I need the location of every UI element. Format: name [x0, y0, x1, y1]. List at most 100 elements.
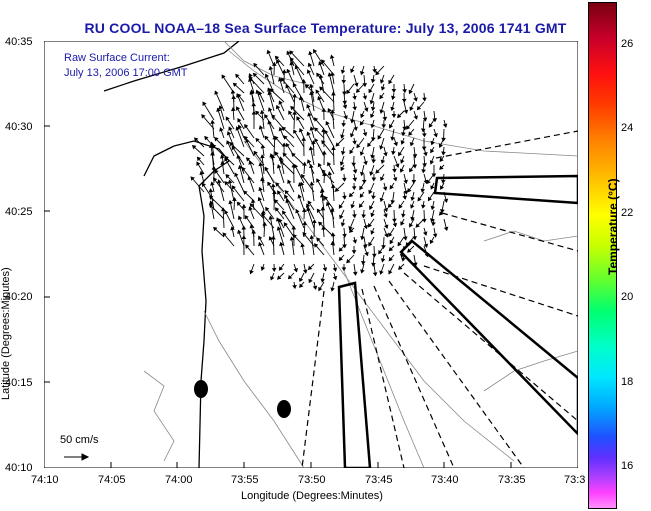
current-vector-head — [278, 266, 284, 271]
current-vector-head — [391, 89, 397, 93]
x-tick-label: 74:00 — [165, 474, 193, 486]
current-vector-head — [348, 228, 354, 233]
current-vector-head — [319, 188, 325, 194]
current-vector-head — [352, 169, 358, 174]
current-vector-head — [313, 48, 318, 54]
current-vector-head — [258, 125, 264, 130]
station-marker-2 — [277, 400, 291, 418]
current-vector-head — [249, 270, 254, 275]
current-vector-head — [314, 127, 319, 132]
current-vector-head — [301, 78, 307, 83]
current-vector-head — [352, 239, 358, 244]
current-vector-head — [422, 117, 428, 122]
current-vector-head — [289, 57, 295, 62]
current-vector-head — [313, 243, 319, 248]
current-vector-head — [413, 115, 418, 120]
current-vector-head — [259, 109, 265, 114]
current-vector-head — [235, 73, 240, 79]
current-vector — [224, 210, 235, 229]
current-vector — [256, 90, 265, 112]
current-vector-head — [381, 124, 387, 129]
current-vector-head — [258, 235, 263, 241]
current-vector-head — [275, 59, 281, 64]
current-vector-head — [292, 82, 297, 88]
current-vector-head — [428, 123, 433, 128]
current-vector-head — [350, 204, 355, 209]
x-tick-label: 74:05 — [98, 474, 126, 486]
current-vector-head — [301, 136, 307, 141]
current-vector-head — [388, 256, 393, 262]
current-vector-head — [272, 190, 277, 194]
colorbar-tick: 22 — [621, 207, 634, 219]
current-vector-head — [438, 211, 444, 216]
current-vector-head — [307, 265, 313, 271]
current-vector-head — [196, 161, 201, 167]
current-vector-head — [403, 109, 409, 114]
current-vector-head — [270, 154, 276, 159]
current-vector-head — [287, 274, 293, 280]
current-vector-head — [321, 140, 326, 145]
current-vector-head — [271, 235, 276, 240]
current-vector-head — [212, 177, 218, 182]
current-vector-head — [331, 91, 336, 96]
current-vector-head — [362, 95, 368, 100]
current-vector-head — [218, 105, 223, 110]
current-vector-head — [321, 169, 326, 174]
current-vector-head — [214, 169, 219, 174]
current-vector-head — [196, 156, 202, 162]
current-vector-head — [276, 275, 282, 280]
current-vector-head — [297, 182, 303, 187]
current-vector — [314, 138, 325, 157]
current-vector-head — [237, 229, 242, 234]
current-vector-head — [330, 287, 335, 292]
current-vector-head — [199, 170, 204, 176]
current-vector-head — [382, 116, 388, 121]
current-vector-head — [241, 166, 246, 172]
current-vector — [310, 235, 315, 256]
current-vector-head — [302, 161, 307, 166]
current-vector-head — [318, 221, 323, 226]
current-vector-head — [407, 188, 412, 193]
current-vector-head — [409, 141, 415, 147]
x-tick-label: 73:40 — [431, 474, 459, 486]
current-vector-head — [379, 270, 384, 275]
current-vector-head — [360, 113, 365, 119]
current-vector-head — [248, 160, 253, 165]
current-vector-head — [281, 142, 287, 147]
current-vector-head — [351, 250, 357, 255]
current-vector-head — [249, 203, 254, 208]
current-vector-head — [281, 69, 287, 74]
current-vector — [229, 142, 245, 157]
current-vector-head — [367, 222, 372, 228]
current-vector — [311, 182, 315, 202]
current-vector-head — [306, 131, 311, 136]
current-vector-head — [440, 185, 445, 190]
current-vector-head — [252, 72, 258, 78]
current-vector-head — [352, 271, 358, 276]
current-vector-head — [364, 107, 369, 112]
current-vector-head — [232, 197, 237, 201]
current-vector-head — [253, 150, 258, 156]
current-vector-head — [316, 237, 321, 242]
current-vector-head — [248, 76, 253, 81]
colorbar-tick: 26 — [621, 38, 634, 50]
current-vector-head — [292, 234, 298, 239]
current-vector-head — [224, 157, 229, 162]
current-vector-head — [237, 215, 243, 221]
current-vector-head — [340, 222, 346, 227]
current-vector-head — [321, 107, 327, 112]
current-vector — [325, 121, 335, 139]
current-vector-head — [245, 244, 250, 249]
current-vector-head — [330, 232, 336, 237]
current-vector-head — [291, 225, 297, 230]
current-vector-head — [322, 267, 328, 272]
current-vector-head — [315, 89, 320, 94]
annotation-line2: July 13, 2006 17:00 GMT — [64, 67, 188, 79]
current-vector-head — [423, 231, 428, 236]
current-vector-head — [253, 62, 258, 68]
current-vector-head — [287, 179, 292, 184]
current-vector-head — [352, 140, 357, 145]
current-vector-head — [309, 234, 315, 240]
current-vector — [224, 157, 235, 175]
current-vector-head — [379, 197, 384, 203]
